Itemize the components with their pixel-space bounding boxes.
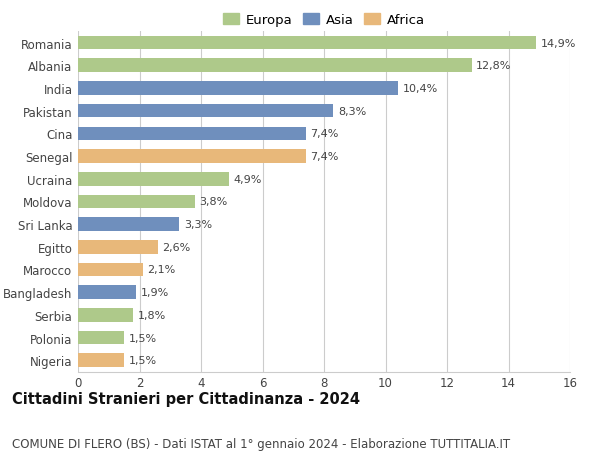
Legend: Europa, Asia, Africa: Europa, Asia, Africa (221, 11, 427, 30)
Text: 7,4%: 7,4% (310, 151, 338, 162)
Text: 3,8%: 3,8% (199, 197, 228, 207)
Bar (78, 59, 472, 73)
Bar (78, 308, 133, 322)
Text: 2,1%: 2,1% (147, 265, 175, 275)
Bar (78, 127, 305, 141)
Bar (78, 331, 124, 345)
Text: 3,3%: 3,3% (184, 219, 212, 230)
Text: 1,8%: 1,8% (138, 310, 166, 320)
Text: COMUNE DI FLERO (BS) - Dati ISTAT al 1° gennaio 2024 - Elaborazione TUTTITALIA.I: COMUNE DI FLERO (BS) - Dati ISTAT al 1° … (12, 437, 510, 450)
Text: 10,4%: 10,4% (403, 84, 437, 94)
Text: 1,5%: 1,5% (129, 333, 157, 343)
Bar (78, 195, 195, 209)
Bar (78, 218, 179, 231)
Text: 1,5%: 1,5% (129, 355, 157, 365)
Bar (78, 241, 158, 254)
Bar (78, 150, 305, 163)
Bar (78, 354, 124, 367)
Bar (78, 263, 143, 277)
Text: 2,6%: 2,6% (163, 242, 191, 252)
Text: Cittadini Stranieri per Cittadinanza - 2024: Cittadini Stranieri per Cittadinanza - 2… (12, 391, 360, 406)
Bar (78, 82, 398, 95)
Bar (78, 37, 536, 50)
Bar (78, 173, 229, 186)
Text: 4,9%: 4,9% (233, 174, 262, 185)
Bar (78, 286, 136, 299)
Text: 1,9%: 1,9% (141, 287, 169, 297)
Text: 8,3%: 8,3% (338, 106, 366, 117)
Text: 7,4%: 7,4% (310, 129, 338, 139)
Text: 14,9%: 14,9% (541, 39, 576, 49)
Text: 12,8%: 12,8% (476, 61, 512, 71)
Bar (78, 105, 333, 118)
